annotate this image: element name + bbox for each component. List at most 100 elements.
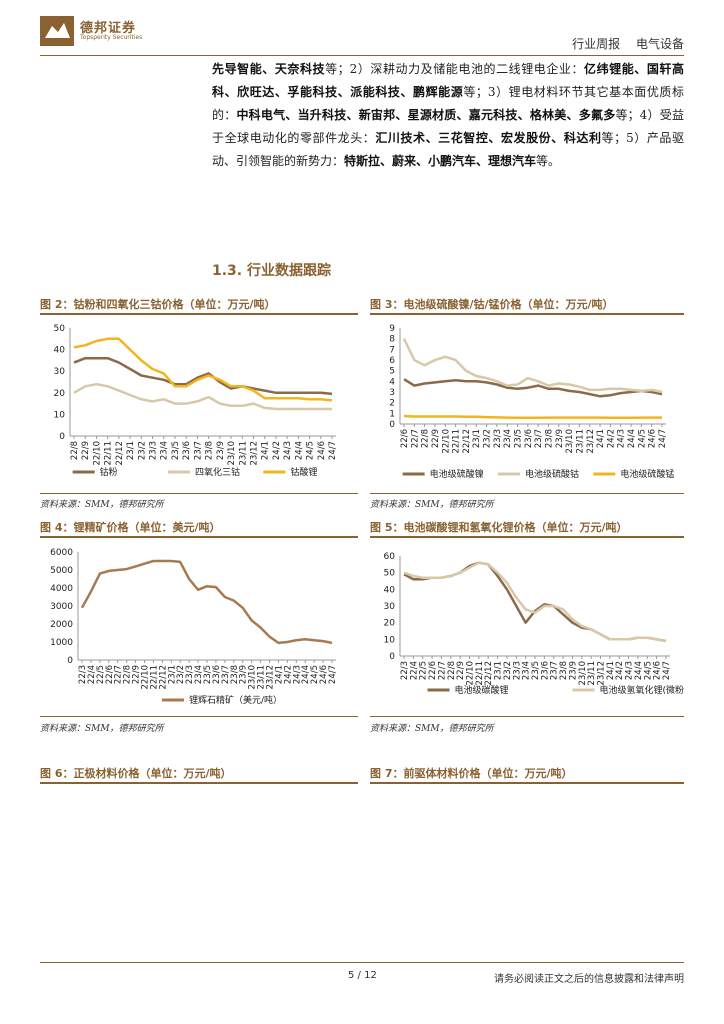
y-tick-label: 20 — [384, 619, 396, 629]
x-tick-label: 24/7 — [658, 429, 668, 448]
x-tick-label: 24/4 — [294, 441, 304, 460]
x-tick-label: 23/12 — [586, 429, 596, 454]
series-line-0 — [80, 559, 333, 645]
x-tick-label: 24/1 — [261, 441, 271, 460]
x-tick-label: 23/3 — [185, 665, 195, 684]
x-tick-label: 23/10 — [227, 441, 237, 466]
y-tick-label: 10 — [384, 635, 396, 645]
company-list-8: 特斯拉、蔚来、小鹏汽车、理想汽车 — [344, 154, 537, 168]
body-text-7: 等；5）产品驱动、引领智能的新势力： — [212, 131, 684, 168]
x-tick-label: 23/3 — [493, 429, 503, 448]
x-tick-label: 24/6 — [648, 429, 658, 448]
fig3-bottom-rule — [370, 493, 684, 494]
x-tick-label: 24/1 — [274, 665, 284, 684]
fig3-top-rule — [370, 313, 684, 315]
x-tick-label: 24/2 — [272, 441, 282, 460]
body-paragraph: 先导智能、天奈科技等；2）深耕动力及储能电池的二线锂电企业：亿纬锂能、国轩高科、… — [212, 58, 684, 173]
series-line-1 — [73, 382, 332, 411]
legend-label: 电池级硫酸钴 — [525, 468, 579, 480]
series-line-0 — [403, 378, 663, 398]
x-tick-label: 23/5 — [514, 429, 524, 448]
x-tick-label: 24/4 — [634, 661, 644, 680]
x-tick-label: 23/12 — [266, 665, 276, 690]
x-tick-label: 23/7 — [193, 441, 203, 460]
x-tick-label: 22/12 — [158, 665, 168, 690]
footer-disclaimer: 请务必阅读正文之后的信息披露和法律声明 — [494, 974, 684, 985]
legend-label: 钴酸锂 — [290, 466, 317, 478]
x-tick-label: 24/5 — [637, 429, 647, 448]
legend-label: 电池级碳酸锂 — [455, 684, 509, 696]
x-tick-label: 23/1 — [167, 665, 177, 684]
x-tick-label: 23/4 — [522, 661, 532, 680]
x-tick-label: 22/6 — [105, 665, 115, 684]
x-tick-label: 23/9 — [239, 665, 249, 684]
body-text-9: 等。 — [536, 154, 561, 168]
x-tick-label: 23/5 — [171, 441, 181, 460]
logo-en-text: Topsperity Securities — [80, 34, 143, 41]
x-tick-label: 24/1 — [596, 429, 606, 448]
x-tick-label: 22/11 — [149, 665, 159, 690]
y-tick-label: 2 — [389, 399, 395, 409]
x-tick-label: 23/1 — [126, 441, 136, 460]
x-tick-label: 22/12 — [484, 661, 494, 686]
y-tick-label: 30 — [384, 602, 396, 612]
fig7-title: 图 7：前驱体材料价格（单位：万元/吨） — [370, 767, 573, 780]
x-tick-label: 24/5 — [643, 661, 653, 680]
x-tick-label: 23/7 — [221, 665, 231, 684]
x-tick-label: 22/10 — [441, 429, 451, 454]
series-line-2 — [403, 414, 662, 420]
x-tick-label: 22/11 — [104, 441, 114, 466]
legend-label: 四氧化三钴 — [195, 466, 240, 478]
x-tick-label: 23/3 — [512, 661, 522, 680]
fig2-source: 资料来源：SMM，德邦研究所 — [40, 500, 164, 510]
y-tick-label: 0 — [389, 420, 395, 430]
x-tick-label: 23/9 — [216, 441, 226, 460]
x-tick-label: 24/6 — [319, 665, 329, 684]
x-tick-label: 23/8 — [230, 665, 240, 684]
fig3-source: 资料来源：SMM，德邦研究所 — [370, 500, 494, 510]
y-tick-label: 9 — [389, 324, 395, 334]
y-tick-label: 0 — [59, 432, 65, 442]
fig7-top-rule — [370, 782, 684, 784]
x-tick-label: 22/6 — [428, 661, 438, 680]
x-tick-label: 23/8 — [559, 661, 569, 680]
legend-label: 电池级硫酸锰 — [620, 468, 674, 480]
x-tick-label: 24/7 — [662, 661, 672, 680]
x-tick-label: 23/9 — [568, 661, 578, 680]
series-line-1 — [402, 338, 663, 394]
x-tick-label: 22/5 — [419, 661, 429, 680]
x-tick-label: 23/4 — [160, 441, 170, 460]
x-tick-label: 23/8 — [205, 441, 215, 460]
series-line-2 — [73, 337, 333, 402]
x-tick-label: 23/9 — [555, 429, 565, 448]
x-tick-label: 23/4 — [503, 429, 513, 448]
legend-label: 钴粉 — [100, 466, 118, 478]
fig4-bottom-rule — [40, 716, 358, 717]
x-tick-label: 22/9 — [431, 429, 441, 448]
company-list-4: 中科电气、当升科技、新宙邦、星源材质、嘉元科技、格林美、多氟多 — [236, 108, 616, 122]
fig2-bottom-rule — [40, 493, 358, 494]
x-tick-label: 23/11 — [575, 429, 585, 454]
x-tick-label: 24/4 — [627, 429, 637, 448]
x-tick-label: 23/11 — [238, 441, 248, 466]
x-tick-label: 22/9 — [81, 441, 91, 460]
y-tick-label: 5 — [389, 367, 395, 377]
y-tick-label: 50 — [54, 324, 66, 334]
y-tick-label: 8 — [389, 335, 395, 345]
fig6-title: 图 6：正极材料价格（单位：万元/吨） — [40, 767, 232, 780]
fig4-chart: 010002000300040005000600022/322/422/522/… — [50, 548, 338, 706]
x-tick-label: 22/7 — [437, 661, 447, 680]
x-tick-label: 22/12 — [115, 441, 125, 466]
x-tick-label: 23/7 — [550, 661, 560, 680]
body-text-3: 等；3）锂电材料环节其它基本面优质标的： — [212, 85, 684, 122]
x-tick-label: 22/4 — [87, 665, 97, 684]
x-tick-label: 23/2 — [503, 661, 513, 680]
x-tick-label: 23/10 — [578, 661, 588, 686]
x-tick-label: 23/6 — [524, 429, 534, 448]
y-tick-label: 1000 — [50, 638, 73, 648]
series-line-0 — [403, 561, 667, 643]
x-tick-label: 23/6 — [212, 665, 222, 684]
series-line-1 — [403, 561, 667, 643]
